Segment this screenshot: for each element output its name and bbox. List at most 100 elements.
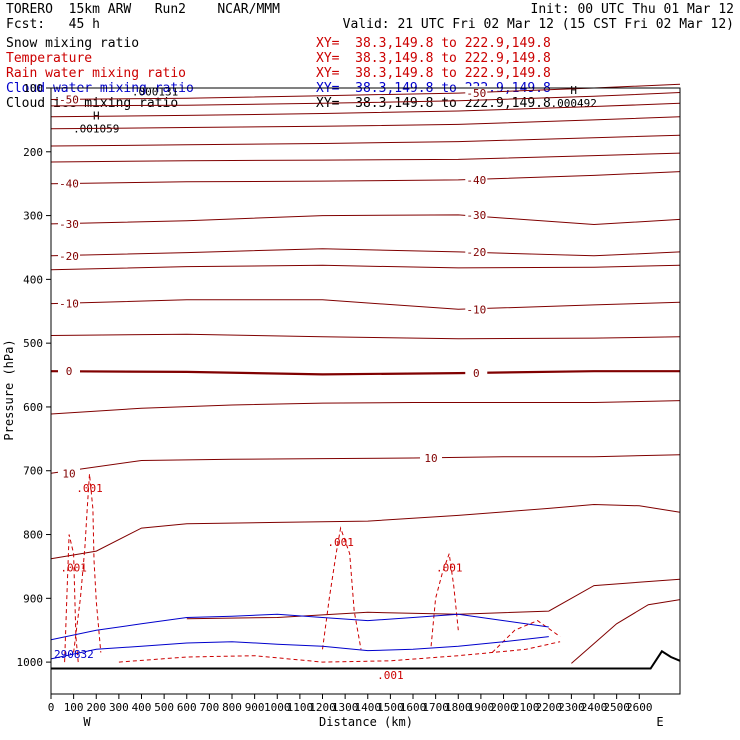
- x-tick-label: 1800: [445, 701, 472, 714]
- isotherm-line: [50, 299, 681, 310]
- rain-contour: [64, 534, 79, 663]
- legend-xy-temperature: XY= 38.3,149.8 to 222.9,149.8: [316, 51, 551, 66]
- x-tick-label: 100: [64, 701, 84, 714]
- ice-max-marker: H: [570, 84, 577, 97]
- isotherm-line: [50, 370, 680, 376]
- isotherm-label: -20: [59, 250, 79, 263]
- isotherm-label-bg: [465, 172, 488, 186]
- legend-label-rain: Rain water mixing ratio: [6, 66, 187, 81]
- rain-contour-label: .001: [377, 669, 404, 682]
- x-tick-label: 200: [86, 701, 106, 714]
- y-tick-label: 100: [23, 82, 43, 95]
- plot-frame: [50, 87, 681, 695]
- isotherm-label: -10: [59, 298, 79, 311]
- y-tick-label: 800: [23, 529, 43, 542]
- x-tick-label: 2300: [558, 701, 585, 714]
- x-tick-label: 2400: [581, 701, 608, 714]
- terrain-line: [51, 649, 681, 670]
- x-tick-label: 1400: [355, 701, 382, 714]
- init-time: Init: 00 UTC Thu 01 Mar 12: [530, 2, 735, 17]
- x-tick-label: 1000: [264, 701, 291, 714]
- isotherm-label: 0: [473, 367, 480, 380]
- isotherm-label: -30: [466, 209, 486, 222]
- y-tick-label: 700: [23, 465, 43, 478]
- y-tick-label: 400: [23, 273, 43, 286]
- legend-label-cloud-ice: Cloud ice mixing ratio: [6, 96, 179, 111]
- x-tick-label: 2000: [490, 701, 517, 714]
- isotherm-line: [50, 102, 681, 118]
- isotherm-label-bg: [465, 366, 488, 380]
- isotherm-label: 10: [424, 452, 437, 465]
- isotherm-line: [50, 134, 681, 147]
- model-title: TORERO 15km ARW Run2 NCAR/MMM: [6, 2, 280, 17]
- isotherm-label-bg: [58, 176, 80, 190]
- rain-contour-label: .001: [60, 562, 87, 575]
- isotherm-label-bg: [465, 86, 488, 100]
- y-axis-label: Pressure (hPa): [2, 339, 16, 440]
- x-tick-label: 1100: [287, 701, 314, 714]
- cloud-water-contour: [50, 636, 549, 660]
- isotherm-line: [50, 171, 681, 185]
- x-tick-label: 1300: [332, 701, 359, 714]
- y-tick-label: 200: [23, 146, 43, 159]
- isotherm-line: [50, 92, 681, 107]
- rain-contour-label: .001: [76, 482, 103, 495]
- isotherm-line: [50, 214, 681, 226]
- isotherm-label-bg: [465, 244, 488, 258]
- isotherm-label-bg: [465, 207, 488, 221]
- isotherm-label: 10: [62, 467, 75, 480]
- x-tick-label: 700: [199, 701, 219, 714]
- east-label: E: [656, 715, 663, 729]
- x-tick-label: 2500: [603, 701, 630, 714]
- x-tick-label: 500: [154, 701, 174, 714]
- x-tick-label: 900: [245, 701, 265, 714]
- y-tick-label: 900: [23, 592, 43, 605]
- isotherm-line: [50, 116, 681, 130]
- rain-contour: [430, 553, 459, 647]
- isotherm-label: -30: [59, 218, 79, 231]
- legend-xy-rain: XY= 38.3,149.8 to 222.9,149.8: [316, 66, 551, 81]
- ice-max-value: .000131: [132, 85, 178, 98]
- x-tick-label: 400: [132, 701, 152, 714]
- y-tick-label: 1000: [17, 656, 44, 669]
- x-tick-label: 1900: [468, 701, 495, 714]
- isotherm-line: [50, 264, 681, 271]
- x-tick-label: 800: [222, 701, 242, 714]
- y-tick-label: 300: [23, 210, 43, 223]
- rain-contour-label: .001: [436, 562, 463, 575]
- valid-time: Valid: 21 UTC Fri 02 Mar 12 (15 CST Fri …: [342, 17, 734, 32]
- rain-contour: [491, 620, 561, 653]
- isotherm-line: [186, 578, 681, 620]
- isotherm-line: [571, 599, 681, 664]
- isotherm-label: -50: [466, 87, 486, 100]
- isotherm-label-bg: [58, 296, 80, 310]
- x-axis-label: Distance (km): [319, 715, 413, 729]
- ice-max-value: .001059: [73, 122, 119, 135]
- west-label: W: [83, 715, 91, 729]
- cloud-water-contour: [50, 613, 549, 641]
- isotherm-label: -40: [466, 174, 486, 187]
- x-tick-label: 2100: [513, 701, 540, 714]
- isotherm-label-bg: [58, 466, 80, 480]
- x-tick-label: 1700: [422, 701, 449, 714]
- rain-contour: [322, 526, 362, 650]
- isotherm-line: [50, 248, 681, 257]
- x-tick-label: 300: [109, 701, 129, 714]
- isotherm-label-bg: [58, 92, 80, 106]
- isotherm-line: [50, 454, 681, 474]
- isotherm-line: [50, 83, 681, 100]
- x-tick-label: 1500: [377, 701, 404, 714]
- isotherm-line: [50, 400, 681, 415]
- legend-label-snow: Snow mixing ratio: [6, 36, 140, 51]
- isotherm-label-bg: [58, 248, 80, 262]
- y-tick-label: 600: [23, 401, 43, 414]
- rain-contour: [73, 473, 102, 653]
- isotherm-line: [50, 503, 681, 560]
- rain-contour-label: .001: [327, 536, 354, 549]
- isotherm-label: -40: [59, 178, 79, 191]
- rain-contour: [118, 641, 561, 663]
- isotherm-line: [50, 152, 681, 163]
- isotherm-label-bg: [465, 302, 488, 316]
- forecast-hour: Fcst: 45 h: [6, 17, 100, 32]
